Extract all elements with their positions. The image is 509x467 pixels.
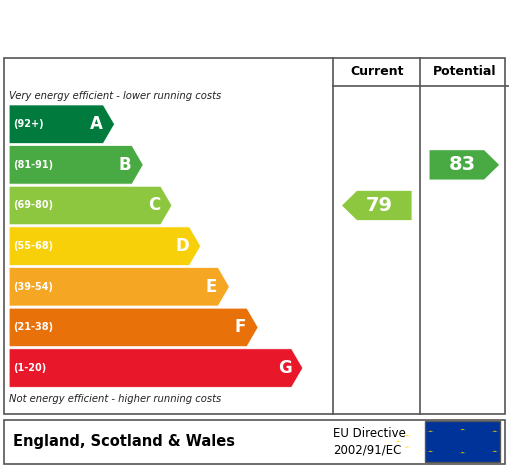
Polygon shape — [491, 451, 499, 452]
Text: (69-80): (69-80) — [13, 200, 53, 211]
Polygon shape — [341, 190, 412, 221]
Text: D: D — [176, 237, 190, 255]
Text: (1-20): (1-20) — [13, 363, 46, 373]
Polygon shape — [9, 308, 258, 347]
Polygon shape — [9, 186, 172, 225]
Polygon shape — [459, 429, 467, 431]
Bar — [425, 421, 500, 462]
Polygon shape — [491, 431, 499, 432]
Text: (21-38): (21-38) — [13, 322, 53, 333]
Text: Energy Efficiency Rating: Energy Efficiency Rating — [11, 19, 318, 39]
Text: C: C — [148, 197, 160, 214]
Polygon shape — [426, 431, 435, 432]
Polygon shape — [403, 446, 411, 448]
Polygon shape — [459, 452, 467, 453]
Polygon shape — [9, 268, 230, 306]
Text: England, Scotland & Wales: England, Scotland & Wales — [13, 434, 235, 449]
Text: B: B — [119, 156, 132, 174]
Text: 79: 79 — [365, 196, 392, 215]
Polygon shape — [394, 440, 403, 442]
Polygon shape — [9, 349, 303, 387]
Polygon shape — [9, 227, 201, 265]
Text: F: F — [235, 318, 246, 336]
Polygon shape — [403, 435, 411, 436]
Text: (81-91): (81-91) — [13, 160, 53, 170]
Text: EU Directive
2002/91/EC: EU Directive 2002/91/EC — [333, 427, 406, 457]
Text: Not energy efficient - higher running costs: Not energy efficient - higher running co… — [9, 394, 221, 404]
Bar — [4, 419, 505, 464]
Text: (92+): (92+) — [13, 119, 44, 129]
Text: 83: 83 — [448, 156, 476, 174]
Polygon shape — [9, 105, 115, 143]
Text: (39-54): (39-54) — [13, 282, 53, 292]
Polygon shape — [429, 149, 500, 180]
Text: Current: Current — [350, 65, 404, 78]
Polygon shape — [426, 451, 435, 452]
Text: G: G — [278, 359, 292, 377]
Text: A: A — [90, 115, 103, 133]
Polygon shape — [9, 146, 143, 184]
Text: (55-68): (55-68) — [13, 241, 53, 251]
Text: Potential: Potential — [433, 65, 496, 78]
Text: Very energy efficient - lower running costs: Very energy efficient - lower running co… — [9, 91, 221, 101]
Text: E: E — [206, 278, 217, 296]
